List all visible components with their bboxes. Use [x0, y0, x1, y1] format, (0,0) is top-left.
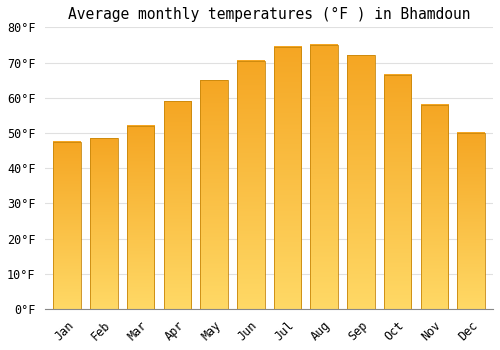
Bar — [310, 45, 338, 309]
Bar — [274, 47, 301, 309]
Bar — [237, 61, 264, 309]
Bar — [164, 101, 191, 309]
Bar — [384, 75, 411, 309]
Bar — [347, 55, 374, 309]
Bar — [127, 126, 154, 309]
Bar — [90, 138, 118, 309]
Bar — [200, 80, 228, 309]
Title: Average monthly temperatures (°F ) in Bhamdoun: Average monthly temperatures (°F ) in Bh… — [68, 7, 470, 22]
Bar — [420, 105, 448, 309]
Bar — [54, 142, 81, 309]
Bar — [458, 133, 485, 309]
